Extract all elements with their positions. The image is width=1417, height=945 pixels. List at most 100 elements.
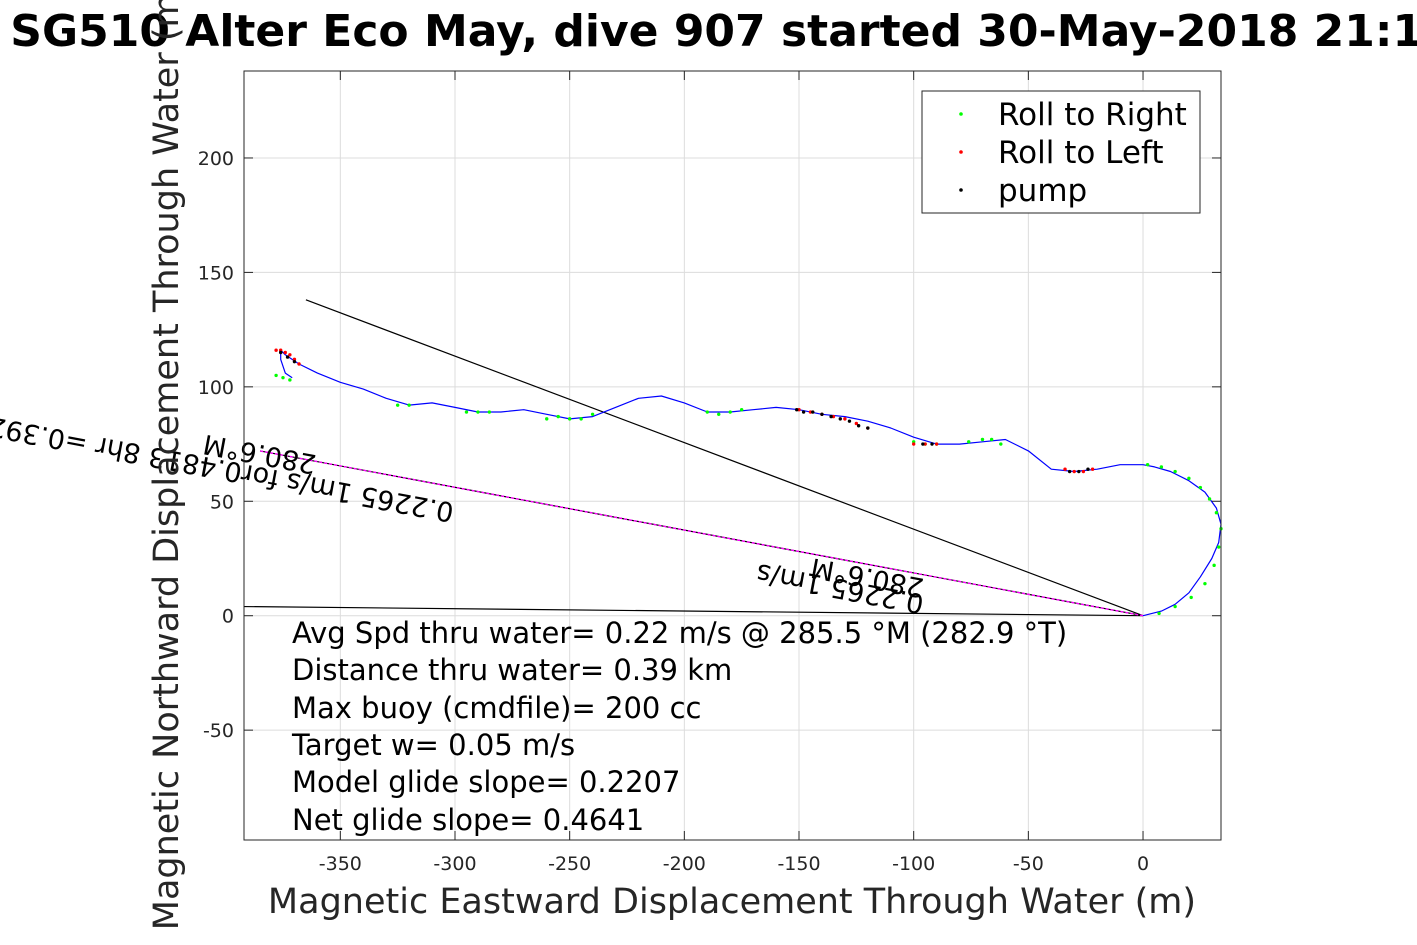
pump-point (1067, 469, 1072, 474)
x-tick-label: -200 (663, 853, 706, 875)
y-tick-label: 100 (198, 377, 234, 399)
y-tick-label: 200 (198, 148, 234, 170)
roll-right-point (1157, 611, 1161, 616)
roll-right-point (1214, 511, 1219, 515)
series-lines (243, 299, 1144, 617)
annotations: Avg Spd thru water= 0.22 m/s @ 285.5 °M … (291, 616, 1067, 837)
pump-point (930, 442, 934, 446)
tick-labels: -350 -300 -250 -200 -150 -100 -50 0 -50 0 50 100 150… (198, 148, 1149, 875)
pump-point (856, 424, 861, 428)
roll-right-point (1212, 563, 1216, 568)
roll-right-point (1207, 497, 1212, 501)
roll-right-point (739, 408, 744, 412)
legend-marker-pump (959, 188, 963, 192)
roll-right-point (288, 378, 292, 382)
markers (274, 348, 1223, 616)
roll-right-point (1173, 469, 1177, 474)
pump-point (838, 417, 842, 421)
roll-right-point (1145, 462, 1150, 467)
annotation-max-buoy: Max buoy (cmdfile)= 200 cc (292, 691, 701, 725)
pump-point (1086, 467, 1090, 471)
x-tick-label: -100 (892, 853, 935, 875)
legend-label-pump: pump (998, 173, 1087, 209)
pump-point (847, 419, 852, 423)
y-axis-title: Magnetic Northward Displacement Through … (147, 0, 187, 930)
pump-point (829, 414, 833, 419)
roll-right-point (567, 417, 572, 421)
y-tick-label: 150 (198, 262, 234, 284)
roll-right-point (545, 417, 549, 421)
pump-point (866, 426, 870, 430)
roll-left-point (843, 417, 847, 421)
roll-right-point (1198, 485, 1203, 490)
legend-box (921, 90, 1201, 214)
x-tick-label: -250 (548, 853, 591, 875)
ticks (244, 71, 1221, 840)
roll-left-point (1072, 469, 1076, 474)
roll-right-point (967, 440, 971, 444)
roll-left-point (1090, 467, 1095, 471)
roll-right-point (1173, 604, 1177, 609)
roll-right-point (274, 373, 278, 378)
annotation-avg-speed: Avg Spd thru water= 0.22 m/s @ 285.5 °M … (292, 616, 1067, 650)
annotation-net-glide: Net glide slope= 0.4641 (292, 803, 644, 837)
pump-point (820, 412, 824, 417)
roll-left-point (854, 421, 859, 426)
roll-right-point (590, 412, 595, 417)
legend: Roll to Right Roll to Left pump (921, 90, 1201, 214)
annotation-target-w: Target w= 0.05 m/s (291, 728, 575, 762)
legend-marker-roll-left (959, 150, 963, 154)
roll-right-point (980, 437, 985, 442)
x-tick-label: -150 (777, 853, 820, 875)
chart-title: SG510 Alter Eco May, dive 907 started 30… (10, 6, 1417, 57)
roll-right-point (1203, 581, 1207, 586)
roll-right-point (579, 417, 583, 421)
vector-line (305, 299, 1144, 617)
roll-right-point (705, 410, 709, 414)
plot-frame (243, 70, 1222, 841)
x-tick-label: -350 (319, 853, 362, 875)
roll-right-point (1217, 545, 1221, 549)
roll-left-point (911, 442, 916, 446)
roll-right-point (464, 410, 469, 414)
pump-point (801, 410, 806, 414)
legend-label-roll-right: Roll to Right (998, 97, 1187, 133)
roll-right-point (728, 410, 732, 414)
vector-line (243, 605, 1144, 617)
legend-marker-roll-right (959, 112, 963, 116)
pump-point (278, 350, 283, 355)
legend-label-roll-left: Roll to Left (998, 135, 1164, 171)
pump-point (292, 359, 297, 364)
y-tick-label: -50 (203, 720, 234, 742)
roll-right-point (487, 410, 492, 414)
x-tick-label: -300 (433, 853, 476, 875)
roll-left-point (297, 362, 301, 366)
x-tick-label: -50 (1013, 853, 1044, 875)
roll-right-point (407, 403, 411, 407)
roll-left-point (274, 348, 278, 352)
annotation-distance: Distance thru water= 0.39 km (292, 653, 732, 687)
roll-right-point (476, 410, 480, 414)
roll-right-point (556, 414, 560, 419)
roll-right-point (989, 437, 994, 442)
pump-point (1077, 469, 1081, 474)
roll-left-point (1081, 469, 1086, 474)
roll-right-point (1159, 465, 1164, 469)
pump-point (921, 442, 925, 446)
pump-point (285, 355, 290, 359)
pump-point (811, 410, 815, 414)
pump-point (795, 408, 799, 412)
roll-left-point (283, 350, 287, 355)
y-tick-label: 50 (210, 491, 234, 513)
roll-right-point (395, 403, 400, 407)
roll-left-point (288, 353, 292, 357)
y-tick-label: 0 (222, 606, 234, 628)
vector-line (259, 450, 1144, 617)
roll-right-point (717, 412, 721, 417)
annotation-model-glide: Model glide slope= 0.2207 (292, 765, 680, 799)
roll-right-point (999, 442, 1003, 446)
roll-left-point (934, 442, 939, 446)
roll-left-point (1063, 467, 1067, 471)
roll-right-point (281, 375, 285, 380)
